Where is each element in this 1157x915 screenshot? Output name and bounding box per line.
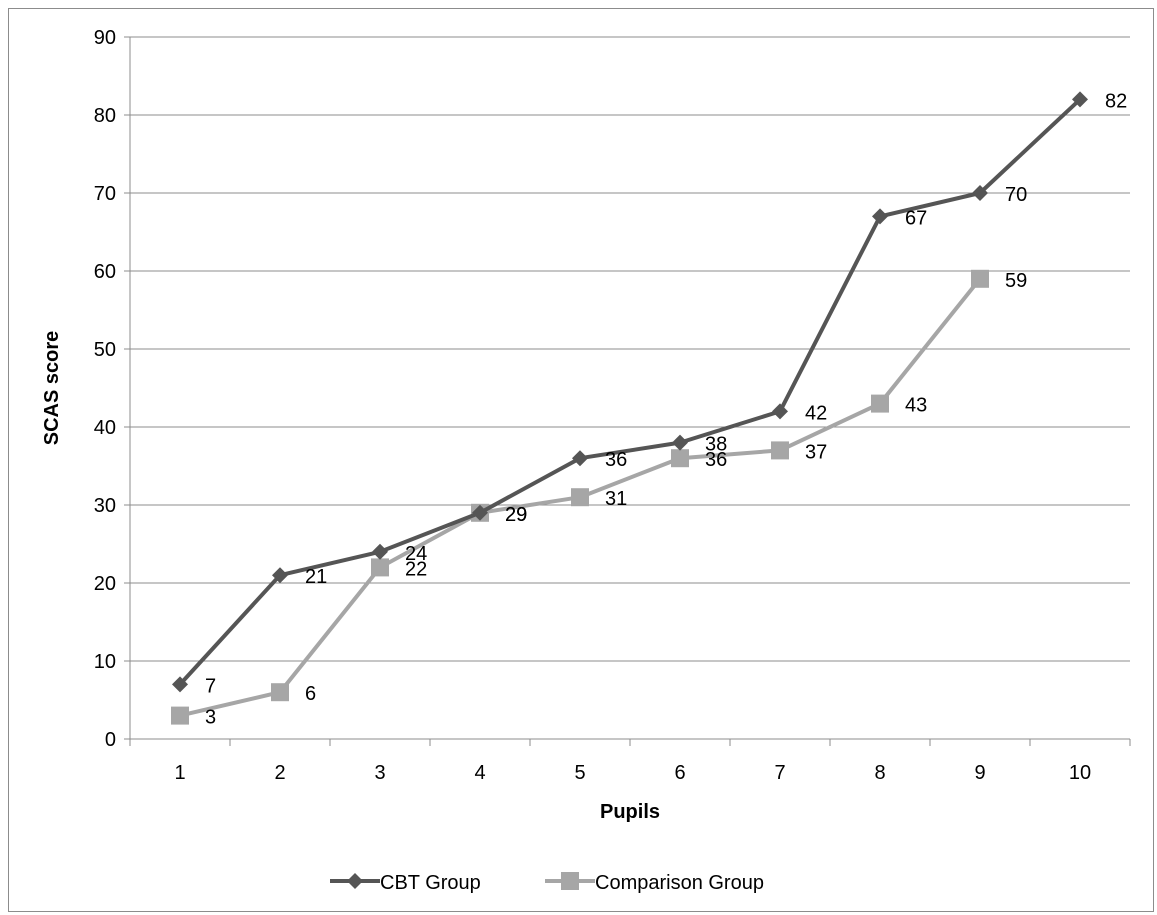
comparison-data-label: 37 xyxy=(805,441,827,463)
comparison-data-point xyxy=(871,394,889,413)
series-group xyxy=(171,91,1088,725)
comparison-data-point xyxy=(771,441,789,460)
x-tick-label: 1 xyxy=(174,762,185,784)
x-tick-label: 3 xyxy=(374,762,385,784)
cbt-data-point xyxy=(772,403,788,420)
comparison-data-label: 3 xyxy=(205,707,216,729)
comparison-data-label: 36 xyxy=(705,449,727,471)
x-axis-label: Pupils xyxy=(600,801,660,823)
y-tick-label: 30 xyxy=(94,495,116,517)
x-tick-label: 10 xyxy=(1069,762,1091,784)
y-tick-label: 10 xyxy=(94,651,116,673)
x-tick-label: 5 xyxy=(574,762,585,784)
x-tick-label: 8 xyxy=(874,762,885,784)
y-tick-label: 90 xyxy=(94,27,116,49)
cbt-data-label: 21 xyxy=(305,566,327,588)
comparison-data-point xyxy=(171,706,189,725)
cbt-data-label: 24 xyxy=(405,543,427,565)
x-tick-label: 9 xyxy=(974,762,985,784)
cbt-data-label: 67 xyxy=(905,207,927,229)
legend-cbt-marker xyxy=(347,873,363,889)
x-tick-label: 6 xyxy=(674,762,685,784)
axes xyxy=(124,36,1131,746)
y-tick-label: 40 xyxy=(94,417,116,439)
cbt-data-label: 36 xyxy=(605,449,627,471)
cbt-data-point xyxy=(372,543,388,560)
cbt-data-label: 29 xyxy=(505,504,527,526)
legend-comparison-label: Comparison Group xyxy=(595,872,764,894)
y-axis-label: SCAS score xyxy=(41,331,63,446)
x-tick-label: 2 xyxy=(274,762,285,784)
comparison-data-point xyxy=(571,488,589,507)
cbt-data-label: 42 xyxy=(805,402,827,424)
cbt-data-label: 7 xyxy=(205,675,216,697)
y-tick-label: 50 xyxy=(94,339,116,361)
comparison-data-point xyxy=(371,558,389,577)
cbt-data-point xyxy=(672,434,688,451)
gridlines xyxy=(130,36,1130,662)
cbt-series-line xyxy=(178,97,1082,686)
cbt-data-point xyxy=(1072,91,1088,108)
legend: CBT Group Comparison Group xyxy=(330,872,764,894)
cbt-data-point xyxy=(572,450,588,467)
comparison-data-label: 22 xyxy=(405,558,427,580)
comparison-data-label: 59 xyxy=(1005,270,1027,292)
comparison-data-point xyxy=(971,269,989,288)
comparison-data-label: 43 xyxy=(905,395,927,417)
cbt-data-point xyxy=(272,567,288,584)
y-tick-label: 0 xyxy=(105,729,116,751)
cbt-data-point xyxy=(172,676,188,693)
cbt-data-label: 70 xyxy=(1005,184,1027,206)
x-tick-label: 7 xyxy=(774,762,785,784)
comparison-data-label: 6 xyxy=(305,683,316,705)
comparison-data-label: 31 xyxy=(605,488,627,510)
comparison-data-point xyxy=(271,683,289,702)
cbt-data-point xyxy=(872,208,888,225)
y-tick-label: 20 xyxy=(94,573,116,595)
comparison-data-label: 29 xyxy=(505,504,527,526)
cbt-data-label: 38 xyxy=(705,434,727,456)
x-tick-label: 4 xyxy=(474,762,485,784)
y-tick-label: 70 xyxy=(94,183,116,205)
legend-cbt-label: CBT Group xyxy=(380,872,481,894)
y-tick-label: 60 xyxy=(94,261,116,283)
cbt-data-point xyxy=(472,504,488,521)
cbt-data-label: 82 xyxy=(1105,90,1127,112)
legend-comparison-marker xyxy=(561,872,579,890)
comparison-data-point xyxy=(671,449,689,468)
cbt-data-point xyxy=(972,185,988,201)
y-tick-label: 80 xyxy=(94,105,116,127)
